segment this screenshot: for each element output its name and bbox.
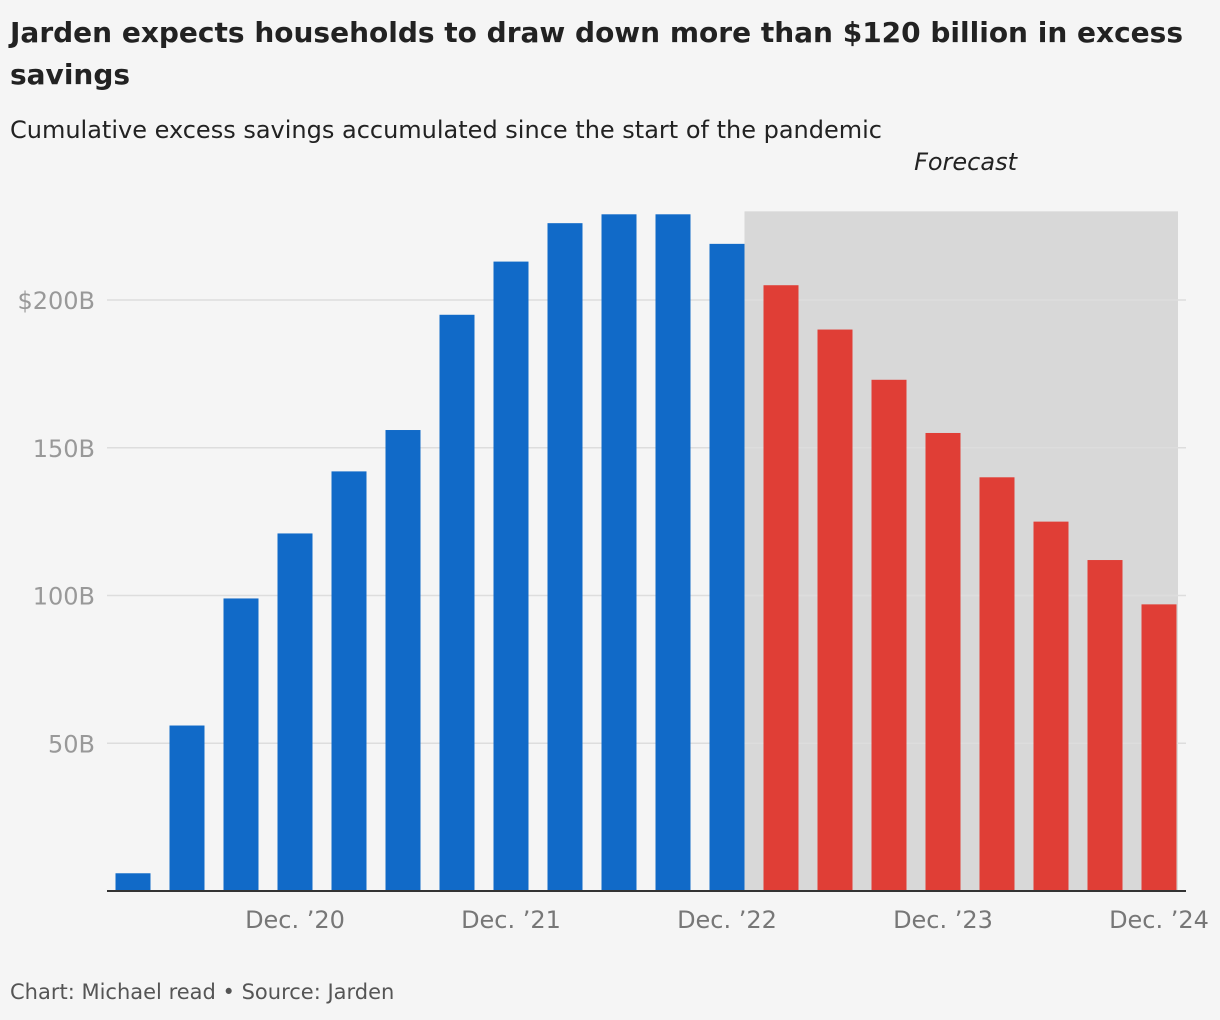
actual-bar <box>169 725 205 891</box>
y-tick-label: 100B <box>33 583 95 611</box>
forecast-bar <box>871 379 907 891</box>
actual-bar <box>493 261 529 892</box>
actual-bar <box>601 214 637 891</box>
y-tick-label: 50B <box>48 730 95 758</box>
forecast-bar <box>979 477 1015 891</box>
actual-bar <box>385 430 421 891</box>
forecast-label: Forecast <box>914 148 1019 176</box>
chart-subtitle: Cumulative excess savings accumulated si… <box>10 116 882 144</box>
forecast-bar <box>1141 604 1177 891</box>
y-tick-label: 150B <box>33 435 95 463</box>
actual-bar <box>655 214 691 891</box>
actual-bar <box>223 598 259 891</box>
x-tick-label: Dec. ’21 <box>461 906 561 934</box>
actual-bar <box>709 243 745 892</box>
forecast-bar <box>925 432 961 891</box>
forecast-bar <box>817 329 853 891</box>
x-tick-label: Dec. ’24 <box>1109 906 1209 934</box>
actual-bar <box>115 873 151 891</box>
x-tick-label: Dec. ’20 <box>245 906 345 934</box>
actual-bar <box>277 533 313 891</box>
bar-chart: 50B 100B 150B $200B Dec. ’20 Dec. ’21 Dec. ’22… <box>17 148 1209 934</box>
forecast-bar <box>763 285 799 892</box>
x-tick-label: Dec. ’23 <box>893 906 993 934</box>
actual-bar <box>439 314 475 891</box>
actual-bar <box>547 223 583 892</box>
actual-bar <box>331 471 367 891</box>
forecast-bar <box>1033 521 1069 891</box>
forecast-bar <box>1087 560 1123 891</box>
x-tick-label: Dec. ’22 <box>677 906 777 934</box>
y-tick-label: $200B <box>17 287 95 315</box>
chart-title: Jarden expects households to draw down m… <box>10 16 1183 91</box>
chart-footer: Chart: Michael read • Source: Jarden <box>10 980 395 1004</box>
